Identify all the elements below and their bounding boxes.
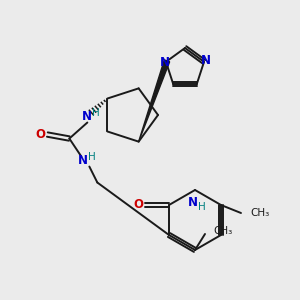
Text: N: N <box>160 56 170 69</box>
Text: N: N <box>82 110 92 123</box>
Text: CH₃: CH₃ <box>213 226 232 236</box>
Text: O: O <box>35 128 45 141</box>
Text: N: N <box>188 196 198 209</box>
Text: H: H <box>88 152 96 161</box>
Text: O: O <box>133 199 143 212</box>
Text: N: N <box>201 54 211 67</box>
Text: CH₃: CH₃ <box>250 208 269 218</box>
Text: H: H <box>92 107 100 118</box>
Text: H: H <box>198 202 206 212</box>
Text: N: N <box>78 154 88 167</box>
Polygon shape <box>139 60 169 142</box>
